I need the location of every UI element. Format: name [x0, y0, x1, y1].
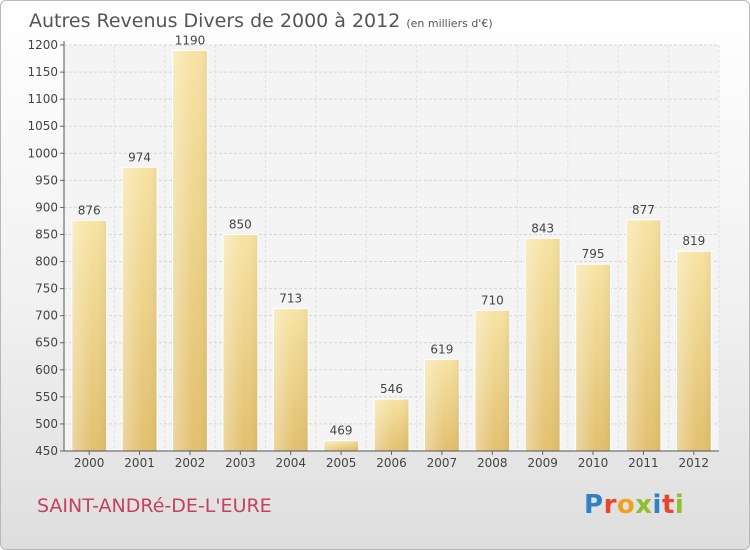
bar-highlight	[71, 220, 107, 451]
x-tick-label: 2008	[477, 456, 508, 470]
y-tick-label: 900	[35, 200, 58, 214]
bar-highlight	[222, 234, 258, 451]
y-tick-label: 1150	[27, 65, 58, 79]
bar-highlight	[525, 238, 561, 451]
y-tick-label: 1100	[27, 92, 58, 106]
data-label: 850	[229, 217, 252, 231]
x-tick-label: 2000	[74, 456, 105, 470]
x-tick-label: 2002	[175, 456, 206, 470]
bar-highlight	[676, 251, 712, 451]
y-tick-label: 550	[35, 390, 58, 404]
chart-subtitle: (en milliers d'€)	[406, 17, 493, 30]
y-tick-label: 1200	[27, 38, 58, 52]
proxiti-logo: Proxiti	[584, 490, 684, 520]
logo-letter: P	[584, 490, 604, 520]
logo-letter: i	[652, 490, 662, 520]
bar-highlight	[122, 167, 157, 451]
data-label: 876	[78, 203, 101, 217]
bar-highlight	[323, 440, 359, 451]
chart-title: Autres Revenus Divers de 2000 à 2012 (en …	[29, 10, 493, 32]
bar-highlight	[172, 50, 208, 452]
x-tick-label: 2010	[578, 456, 609, 470]
x-tick-label: 2007	[427, 456, 458, 470]
y-tick-label: 850	[35, 227, 58, 241]
bar-highlight	[474, 310, 510, 451]
labels: 450 500 550 600 650 700 750 800 850 900 950 1000 105…	[27, 33, 709, 470]
bar-highlight	[626, 219, 661, 451]
data-label: 843	[531, 221, 554, 235]
chart-title-text: Autres Revenus Divers de 2000 à 2012	[29, 10, 401, 32]
data-label: 795	[582, 247, 605, 261]
bar-highlight	[273, 308, 309, 451]
bars	[71, 49, 712, 452]
y-tick-label: 500	[35, 417, 58, 431]
logo-letter: r	[603, 490, 617, 520]
x-tick-label: 2004	[275, 456, 306, 470]
y-tick-label: 450	[35, 444, 58, 458]
x-tick-label: 2006	[376, 456, 407, 470]
logo-letter: t	[661, 490, 675, 520]
y-tick-label: 700	[35, 309, 58, 323]
data-label: 619	[430, 343, 453, 357]
x-tick-label: 2011	[628, 456, 659, 470]
x-tick-label: 2003	[225, 456, 256, 470]
y-tick-label: 800	[35, 255, 58, 269]
data-label: 713	[279, 292, 302, 306]
y-tick-label: 750	[35, 282, 58, 296]
y-tick-label: 1050	[27, 119, 58, 133]
data-label: 469	[330, 424, 353, 438]
axes	[60, 41, 719, 455]
data-label: 1190	[175, 33, 206, 47]
data-label: 974	[128, 150, 151, 164]
logo-letter: i	[674, 490, 685, 520]
logo-letter: x	[635, 490, 653, 520]
y-tick-label: 950	[35, 173, 58, 187]
y-tick-label: 600	[35, 363, 58, 377]
bar-highlight	[424, 359, 460, 451]
y-tick-label: 650	[35, 336, 58, 350]
x-tick-label: 2009	[527, 456, 558, 470]
data-label: 546	[380, 382, 403, 396]
logo-letter: o	[616, 490, 636, 520]
x-tick-label: 2005	[326, 456, 357, 470]
x-tick-label: 2012	[679, 456, 710, 470]
y-tick-label: 1000	[27, 146, 58, 160]
bar-highlight	[374, 399, 409, 451]
data-label: 877	[632, 203, 655, 217]
data-label: 710	[481, 293, 504, 307]
place-name: SAINT-ANDRé-DE-L'EURE	[37, 495, 272, 517]
x-tick-label: 2001	[124, 456, 155, 470]
bar-highlight	[575, 264, 611, 451]
data-label: 819	[682, 234, 705, 248]
